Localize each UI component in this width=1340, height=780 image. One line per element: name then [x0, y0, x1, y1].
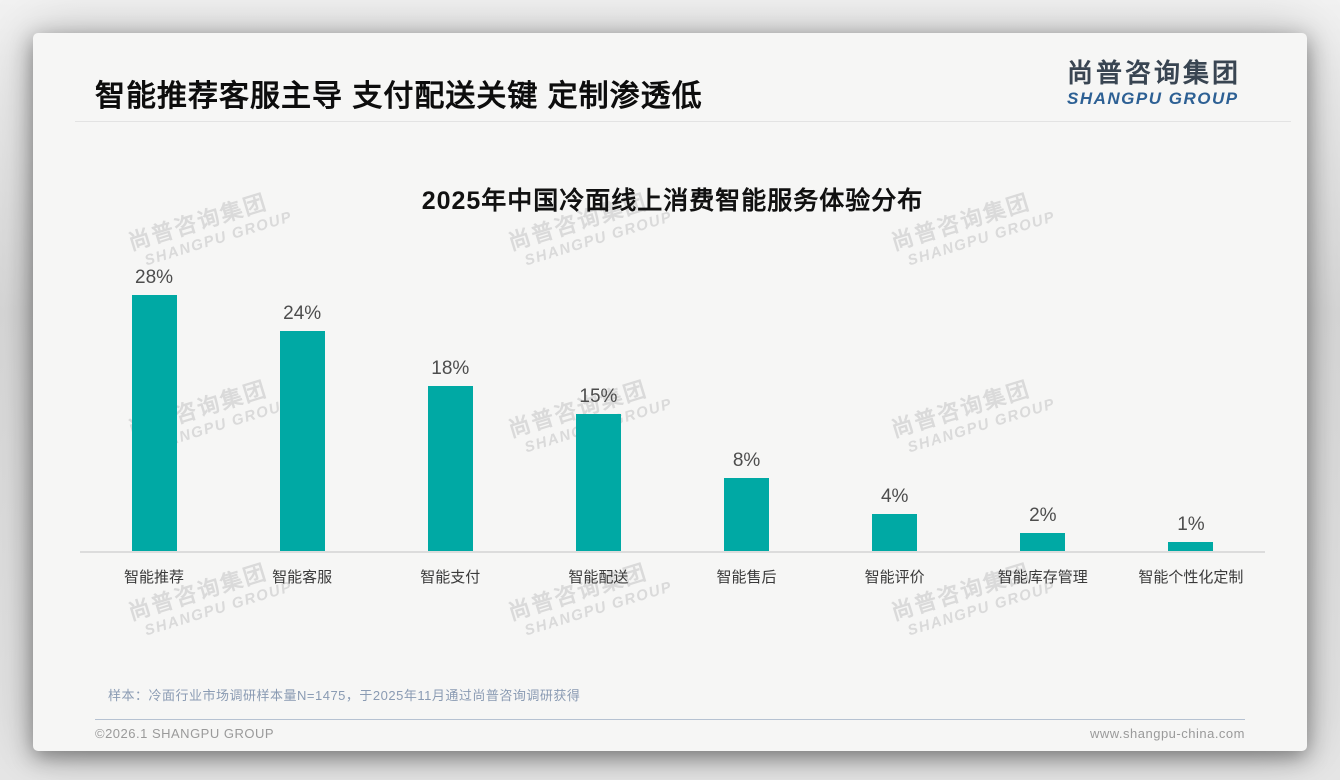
footer-divider [95, 719, 1245, 720]
bar-value-label: 28% [135, 267, 174, 288]
bar-value-label: 18% [431, 358, 470, 379]
x-axis-label: 智能个性化定制 [1138, 569, 1244, 586]
bar-value-label: 4% [880, 486, 909, 507]
website-url: www.shangpu-china.com [1089, 726, 1245, 741]
bar [279, 331, 325, 551]
x-axis-label: 智能评价 [864, 569, 925, 586]
footer: ©2026.1 SHANGPU GROUP www.shangpu-china.… [95, 726, 1245, 741]
bar [1020, 533, 1066, 551]
report-card: 尚普咨询集团 SHANGPU GROUP 尚普咨询集团 SHANGPU GROUP 尚普… [33, 33, 1307, 751]
bar-column: 2% [969, 505, 1117, 551]
bar [131, 295, 177, 551]
shangpu-logo: 尚普咨询集团 SHANGPU GROUP [1066, 58, 1241, 109]
bar-column: 28% [80, 267, 228, 551]
bar-chart: 28% 24% 18% 15% 8% 4% 2% 1% 智能推荐 智能客服 智能支付 智能配送 智能售… [80, 263, 1265, 587]
x-axis-label: 智能推荐 [124, 569, 185, 586]
bar-column: 18% [376, 358, 524, 551]
logo-chinese-text: 尚普咨询集团 [1066, 58, 1241, 88]
bar-value-label: 2% [1029, 505, 1057, 526]
page-title: 智能推荐客服主导 支付配送关键 定制渗透低 [95, 80, 703, 113]
x-axis-label: 智能配送 [568, 569, 629, 586]
bar [1168, 542, 1214, 551]
watermark-english-text: SHANGPU GROUP [905, 578, 1058, 640]
watermark-english-text: SHANGPU GROUP [522, 578, 675, 640]
header-divider [75, 121, 1291, 122]
chart-plot-area: 28% 24% 18% 15% 8% 4% 2% 1% [80, 263, 1265, 553]
chart-title: 2025年中国冷面线上消费智能服务体验分布 [421, 187, 924, 215]
bar [724, 478, 770, 551]
bar [427, 386, 473, 551]
bar-column: 8% [673, 450, 821, 551]
copyright-text: ©2026.1 SHANGPU GROUP [95, 726, 275, 741]
x-axis-label: 智能库存管理 [997, 569, 1088, 586]
sample-note: 样本：冷面行业市场调研样本量N=1475，于2025年11月通过尚普咨询调研获得 [108, 688, 581, 703]
x-axis-label: 智能客服 [272, 569, 333, 586]
bar-column: 15% [524, 386, 672, 551]
bar [575, 414, 621, 551]
bar-value-label: 1% [1177, 514, 1205, 535]
bar-column: 1% [1117, 514, 1265, 551]
bar-value-label: 8% [732, 450, 761, 471]
bar-value-label: 15% [579, 386, 618, 407]
logo-english-text: SHANGPU GROUP [1066, 88, 1239, 108]
x-axis-label: 智能售后 [716, 569, 777, 586]
bar-value-label: 24% [283, 303, 322, 324]
bar-column: 4% [821, 486, 969, 551]
watermark-english-text: SHANGPU GROUP [142, 578, 295, 640]
bar [872, 514, 918, 551]
bar-column: 24% [228, 303, 376, 551]
x-axis-label: 智能支付 [420, 569, 481, 586]
x-axis-labels: 智能推荐 智能客服 智能支付 智能配送 智能售后 智能评价 智能库存管理 智能个性化定制 [80, 553, 1265, 587]
